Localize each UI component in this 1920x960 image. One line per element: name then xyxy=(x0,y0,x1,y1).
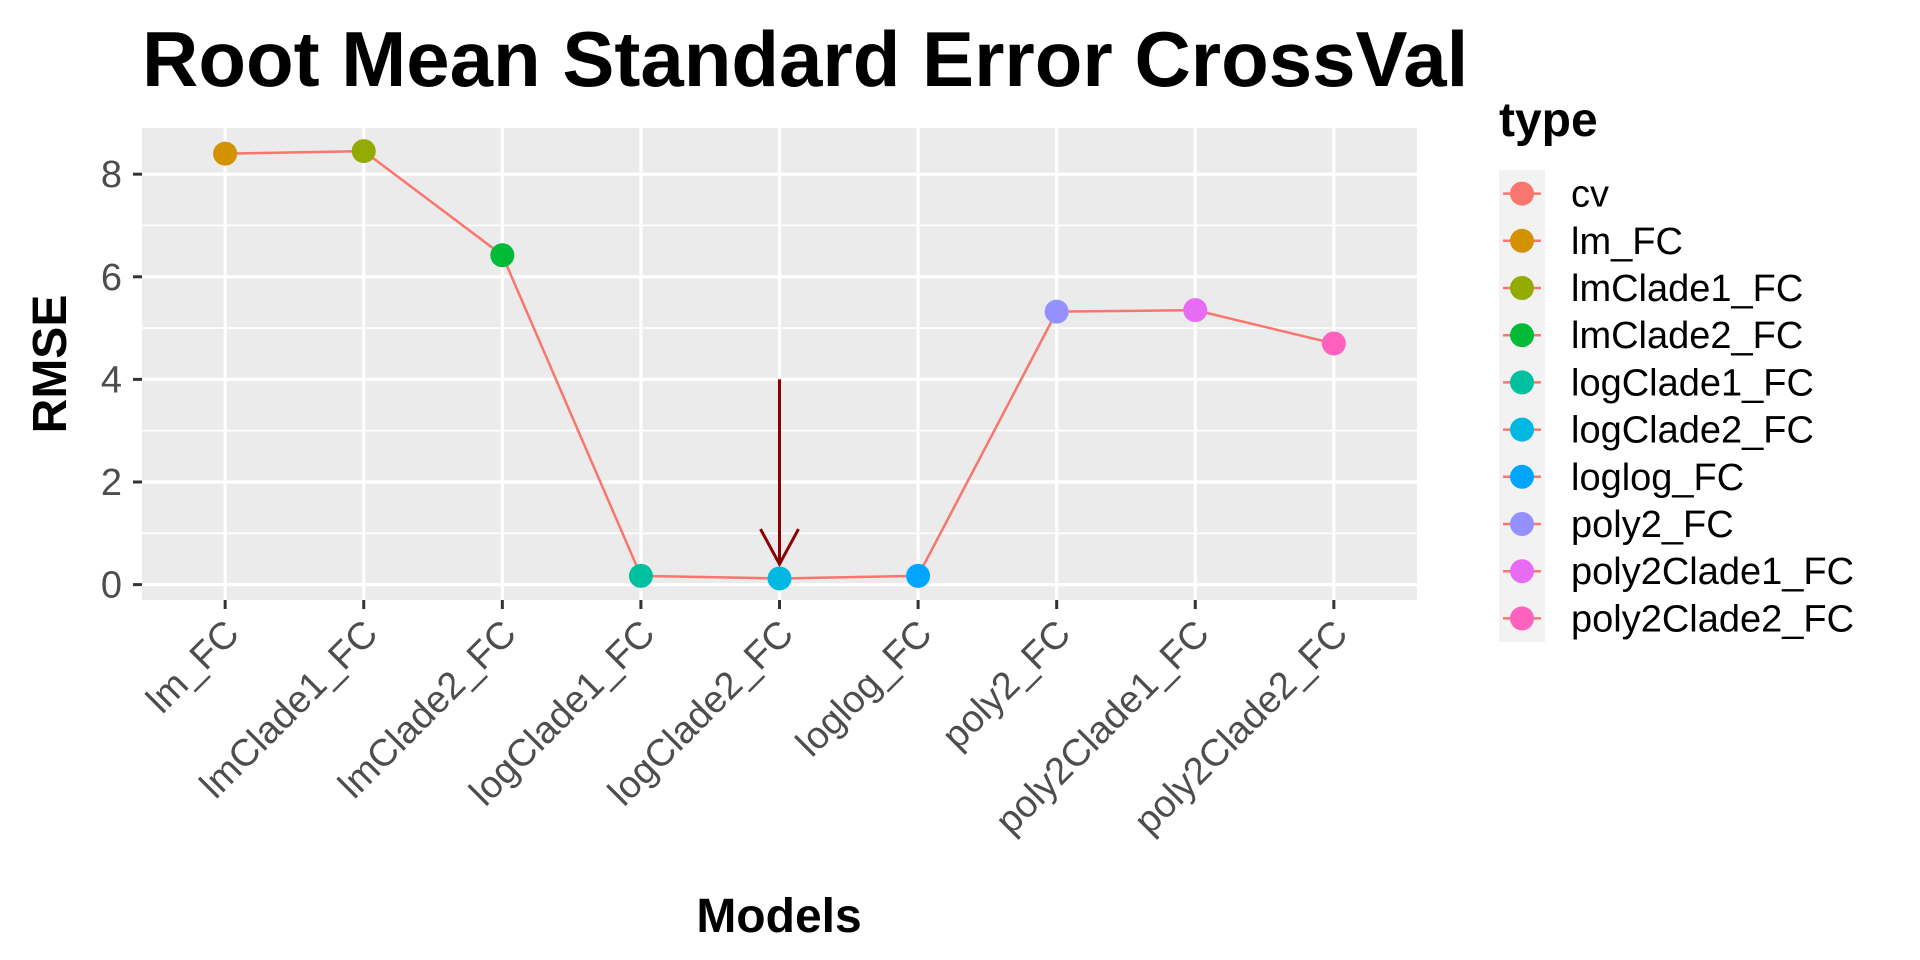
point-logclade1-fc xyxy=(628,563,653,588)
y-tick-label: 2 xyxy=(101,462,122,504)
legend-label-lmclade1-fc: lmClade1_FC xyxy=(1571,268,1803,310)
x-tick-label-loglog-fc: loglog_FC xyxy=(788,613,940,765)
legend-key-poly2clade2-fc xyxy=(1510,606,1534,631)
point-poly2-fc xyxy=(1044,299,1069,324)
legend-entries: cv lm_FC lmClade1_FC lmClade2_FC logClade1_F… xyxy=(1503,174,1854,640)
point-poly2clade2-fc xyxy=(1321,331,1346,356)
chart-title: Root Mean Standard Error CrossVal xyxy=(142,15,1468,103)
legend-key-lmclade1-fc xyxy=(1510,276,1534,300)
annotation-arrow-head xyxy=(759,528,800,568)
y-tick-label: 0 xyxy=(101,565,122,607)
legend-title: type xyxy=(1499,94,1598,147)
y-tick-label: 8 xyxy=(101,154,122,196)
point-logclade2-fc xyxy=(767,566,792,591)
legend-key-lm-fc xyxy=(1510,228,1534,253)
point-lmclade2-fc xyxy=(490,243,515,268)
legend-key-logclade2-fc xyxy=(1510,417,1534,442)
legend-key-lmclade2-fc xyxy=(1510,323,1534,348)
y-axis: 0 2 4 6 8 xyxy=(101,154,142,607)
legend-label-cv: cv xyxy=(1571,174,1609,216)
legend-label-loglog-fc: loglog_FC xyxy=(1571,457,1744,499)
legend-label-lmclade2-fc: lmClade2_FC xyxy=(1571,315,1803,357)
legend: type cv lm_FC lmClade1_FC lmClade2_FC logCla… xyxy=(1499,94,1854,642)
legend-label-poly2clade2-fc: poly2Clade2_FC xyxy=(1571,598,1854,640)
legend-label-logclade1-fc: logClade1_FC xyxy=(1571,362,1814,404)
x-axis: lm_FClmClade1_FClmClade2_FClogClade1_FCl… xyxy=(139,600,1356,843)
legend-label-poly2-fc: poly2_FC xyxy=(1571,504,1734,546)
data-points xyxy=(213,139,1346,591)
legend-key-poly2clade1-fc xyxy=(1510,559,1534,584)
point-poly2clade1-fc xyxy=(1183,298,1208,323)
legend-label-poly2clade1-fc: poly2Clade1_FC xyxy=(1571,551,1854,593)
x-tick-label-poly2-fc: poly2_FC xyxy=(934,613,1079,758)
point-loglog-fc xyxy=(906,563,931,588)
y-tick-label: 4 xyxy=(101,359,122,401)
point-lm-fc xyxy=(213,141,238,166)
legend-key-cv xyxy=(1510,181,1534,206)
legend-key-poly2-fc xyxy=(1510,512,1534,536)
y-axis-title: RMSE xyxy=(24,295,77,434)
annotations xyxy=(759,379,800,568)
x-axis-title: Models xyxy=(696,890,861,943)
point-lmclade1-fc xyxy=(351,139,376,164)
legend-key-loglog-fc xyxy=(1510,464,1534,489)
legend-label-logclade2-fc: logClade2_FC xyxy=(1571,410,1814,452)
x-tick-label-lm-fc: lm_FC xyxy=(139,613,248,722)
legend-label-lm-fc: lm_FC xyxy=(1571,221,1683,263)
legend-key-logclade1-fc xyxy=(1510,370,1534,395)
y-tick-label: 6 xyxy=(101,257,122,299)
